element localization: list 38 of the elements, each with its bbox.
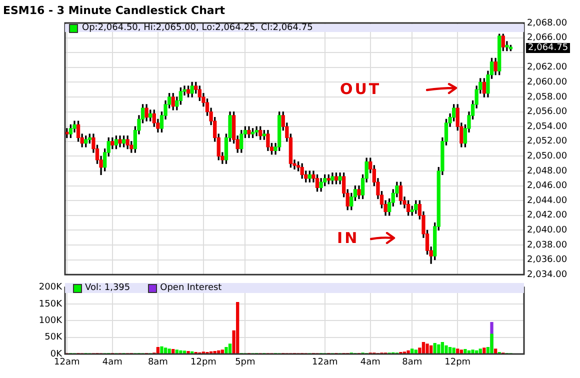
y-tick-label: 2,044.00: [527, 196, 568, 206]
y-tick-label: 2,068.00: [527, 18, 568, 28]
y-tick-label: 150K: [38, 299, 64, 310]
y-tick-label: 2,038.00: [527, 240, 568, 250]
annotation: IN: [337, 229, 360, 247]
y-tick-label: 0K: [50, 349, 64, 360]
x-tick-label: 12am: [312, 358, 338, 368]
y-tick-label: 2,056.00: [527, 107, 568, 118]
y-tick-label: 2,046.00: [527, 181, 568, 192]
y-tick-label: 2,034.00: [527, 270, 568, 280]
legend-label: Vol: 1,395: [85, 283, 130, 293]
y-tick-label: 50K: [44, 332, 64, 343]
x-tick-label: 4am: [102, 358, 122, 368]
x-tick-label: 5pm: [235, 358, 256, 368]
chart-title: ESM16 - 3 Minute Candlestick Chart: [3, 4, 226, 17]
y-tick-label: 2,040.00: [527, 226, 568, 236]
y-tick-label: 2,042.00: [527, 210, 568, 221]
y-tick-label: 2,048.00: [527, 166, 568, 176]
y-tick-label: 2,062.00: [527, 62, 568, 73]
y-tick-label: 2,060.00: [527, 78, 568, 88]
x-tick-label: 8am: [148, 358, 168, 368]
y-tick-label: 2,036.00: [527, 255, 568, 266]
x-tick-label: 12pm: [444, 358, 471, 368]
text: 2,064.75: [528, 43, 568, 53]
y-tick-label: 200K: [38, 282, 64, 293]
y-tick-label: 2,054.00: [527, 122, 568, 132]
annotation: Op:2,064.50, Hi:2,065.00, Lo:2,064.25, Cl:2,064.75: [82, 23, 313, 33]
annotation: OUT: [340, 80, 382, 98]
x-tick-label: 12pm: [190, 358, 216, 368]
legend-label: Open Interest: [160, 283, 222, 293]
x-tick-label: 12am: [54, 358, 80, 368]
y-tick-label: 2,066.00: [527, 33, 568, 44]
x-tick-label: 4am: [360, 358, 380, 368]
y-tick-label: 2,058.00: [527, 92, 568, 102]
x-tick-label: 8am: [402, 358, 422, 368]
y-tick-label: 2,052.00: [527, 136, 568, 147]
y-tick-label: 2,050.00: [527, 152, 568, 162]
y-tick-label: 100K: [38, 316, 64, 326]
